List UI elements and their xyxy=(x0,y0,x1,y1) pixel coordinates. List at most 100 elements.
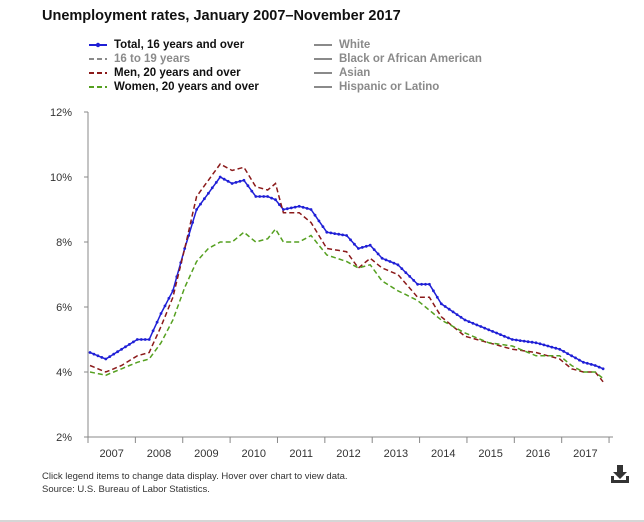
data-point-total[interactable] xyxy=(207,191,210,195)
series-line-men[interactable] xyxy=(89,163,604,383)
data-point-total[interactable] xyxy=(554,346,558,350)
data-point-total[interactable] xyxy=(558,347,562,351)
data-point-total[interactable] xyxy=(376,252,380,256)
data-point-total[interactable] xyxy=(147,338,151,341)
data-point-total[interactable] xyxy=(357,247,360,250)
data-point-total[interactable] xyxy=(297,204,301,208)
data-point-total[interactable] xyxy=(222,177,226,181)
data-point-total[interactable] xyxy=(159,312,163,315)
data-point-total[interactable] xyxy=(230,182,234,185)
data-point-total[interactable] xyxy=(329,231,333,235)
data-point-total[interactable] xyxy=(132,340,135,344)
data-point-total[interactable] xyxy=(167,296,171,300)
data-point-total[interactable] xyxy=(293,205,297,209)
data-point-total[interactable] xyxy=(582,360,585,364)
data-point-total[interactable] xyxy=(574,356,577,360)
data-point-total[interactable] xyxy=(88,351,92,354)
data-point-total[interactable] xyxy=(333,232,337,236)
data-point-total[interactable] xyxy=(116,350,119,354)
data-point-total[interactable] xyxy=(151,329,155,333)
data-point-total[interactable] xyxy=(246,184,250,188)
data-point-total[interactable] xyxy=(578,358,581,362)
data-point-total[interactable] xyxy=(585,361,589,365)
data-point-total[interactable] xyxy=(416,282,419,286)
data-point-total[interactable] xyxy=(475,323,479,327)
data-point-total[interactable] xyxy=(254,195,258,198)
data-point-total[interactable] xyxy=(199,202,202,206)
data-point-total[interactable] xyxy=(471,321,475,325)
data-point-total[interactable] xyxy=(447,307,451,311)
legend-item-white[interactable]: White xyxy=(313,38,482,52)
data-point-total[interactable] xyxy=(214,181,218,184)
data-point-total[interactable] xyxy=(124,345,127,349)
data-point-total[interactable] xyxy=(420,282,423,286)
data-point-total[interactable] xyxy=(428,282,431,286)
data-point-total[interactable] xyxy=(507,336,510,340)
data-point-total[interactable] xyxy=(337,232,341,236)
data-point-total[interactable] xyxy=(163,304,167,308)
data-point-total[interactable] xyxy=(483,326,487,330)
data-point-total[interactable] xyxy=(392,261,396,265)
data-point-total[interactable] xyxy=(495,331,498,335)
data-point-total[interactable] xyxy=(451,310,455,314)
data-point-total[interactable] xyxy=(195,208,199,211)
line-chart[interactable]: 2% 4% 6% 8% 10% 12% 2007 2008 2009 2010 2011 2012 20… xyxy=(0,0,644,470)
data-point-total[interactable] xyxy=(459,315,463,319)
data-point-total[interactable] xyxy=(593,364,597,367)
data-point-total[interactable] xyxy=(203,197,206,201)
data-point-total[interactable] xyxy=(96,354,100,358)
data-point-total[interactable] xyxy=(514,338,518,342)
data-point-total[interactable] xyxy=(601,367,605,371)
series-line-total[interactable] xyxy=(89,176,604,370)
legend-item-teens[interactable]: 16 to 19 years xyxy=(88,52,259,66)
data-point-total[interactable] xyxy=(301,205,305,209)
data-point-total[interactable] xyxy=(274,198,277,202)
data-point-total[interactable] xyxy=(104,357,108,361)
data-point-total[interactable] xyxy=(499,333,502,336)
data-point-total[interactable] xyxy=(439,302,443,306)
data-point-total[interactable] xyxy=(408,275,412,278)
data-point-total[interactable] xyxy=(467,320,471,323)
data-point-total[interactable] xyxy=(455,313,459,316)
data-point-total[interactable] xyxy=(258,195,262,198)
data-point-total[interactable] xyxy=(143,338,147,341)
data-point-total[interactable] xyxy=(503,334,506,338)
data-point-total[interactable] xyxy=(112,352,116,356)
data-point-total[interactable] xyxy=(155,320,159,324)
data-point-total[interactable] xyxy=(396,263,400,267)
data-point-total[interactable] xyxy=(341,233,344,237)
data-point-total[interactable] xyxy=(400,267,404,270)
data-point-total[interactable] xyxy=(479,325,483,328)
data-point-total[interactable] xyxy=(270,196,273,200)
data-point-total[interactable] xyxy=(266,195,269,198)
data-point-total[interactable] xyxy=(526,340,530,344)
data-point-total[interactable] xyxy=(360,246,364,249)
legend-item-men[interactable]: Men, 20 years and over xyxy=(88,66,259,80)
data-point-total[interactable] xyxy=(542,343,546,347)
data-point-total[interactable] xyxy=(364,244,368,248)
data-point-total[interactable] xyxy=(432,289,435,293)
data-point-total[interactable] xyxy=(353,242,356,246)
data-point-total[interactable] xyxy=(388,260,392,263)
data-point-total[interactable] xyxy=(518,339,522,342)
data-point-total[interactable] xyxy=(278,203,281,207)
data-point-total[interactable] xyxy=(250,189,254,193)
data-point-total[interactable] xyxy=(305,207,309,210)
data-point-total[interactable] xyxy=(309,208,313,211)
data-point-total[interactable] xyxy=(589,363,593,366)
data-point-total[interactable] xyxy=(100,356,104,359)
data-point-total[interactable] xyxy=(349,238,352,242)
data-point-total[interactable] xyxy=(412,279,416,282)
data-point-total[interactable] xyxy=(313,213,317,217)
legend-item-black[interactable]: Black or African American xyxy=(313,52,482,66)
data-point-total[interactable] xyxy=(487,328,491,332)
data-point-total[interactable] xyxy=(463,318,467,322)
data-point-total[interactable] xyxy=(534,341,538,345)
data-point-total[interactable] xyxy=(325,230,329,234)
data-point-total[interactable] xyxy=(285,207,289,211)
data-point-total[interactable] xyxy=(289,206,293,210)
data-point-total[interactable] xyxy=(443,305,447,308)
data-point-total[interactable] xyxy=(546,344,550,348)
series-line-women[interactable] xyxy=(89,227,604,380)
data-point-total[interactable] xyxy=(404,271,408,274)
